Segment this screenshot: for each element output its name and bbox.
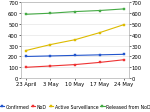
Legend: Confirmed, NoD, Active Surveillance, Released from NoD: Confirmed, NoD, Active Surveillance, Rel…: [0, 103, 150, 110]
